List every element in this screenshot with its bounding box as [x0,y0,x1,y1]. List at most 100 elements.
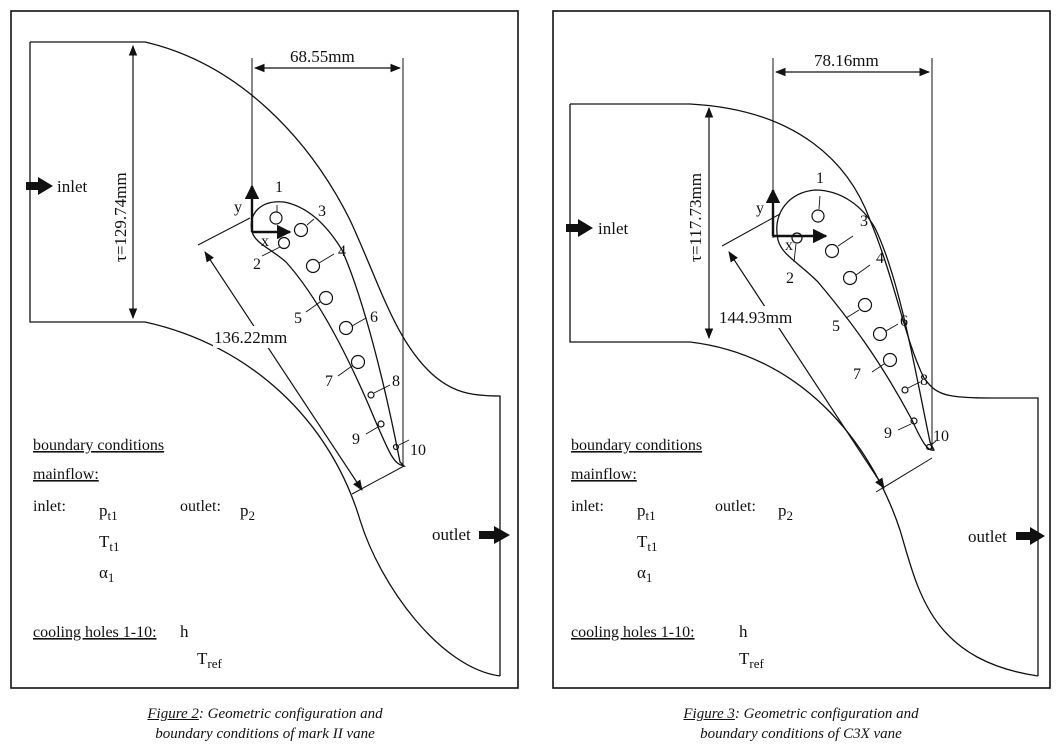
mark2-hole-label-7: 7 [325,373,333,390]
mark2-outlet-label: outlet [432,525,471,544]
mark2-chord-ext-1 [197,217,251,246]
mark2-bc-alpha1: α1 [99,563,114,585]
c3x-bc-p2: p2 [778,501,793,523]
mark2-bc-tref: Tref [197,649,222,671]
mark2-hole-label-2: 2 [253,256,261,273]
mark2-y-axis-label: y [234,199,242,216]
c3x-hole-label-5: 5 [832,318,840,335]
figure-2-frame [10,10,519,689]
mark2-bc-tt1: Tt1 [99,532,120,554]
mark2-hole-3 [293,222,309,238]
c3x-hole-1 [811,209,825,223]
c3x-bc-heading: boundary conditions [571,437,702,454]
c3x-boundary-conditions: boundary conditions mainflow: inlet: pt1… [571,437,793,671]
c3x-hole-label-6: 6 [900,313,908,330]
c3x-hole-leaders [793,195,937,446]
mark2-cooling-holes [269,211,400,451]
mark2-hole-9 [377,420,385,428]
c3x-cooling-holes [791,209,933,451]
c3x-outlet-label: outlet [968,527,1007,546]
figure-3-frame [552,10,1051,689]
mark2-hole-10 [392,443,400,451]
c3x-hole-label-10: 10 [933,428,949,445]
mark2-hole-8 [367,391,375,399]
c3x-hole-5 [857,297,873,313]
c3x-bc-tt1: Tt1 [637,532,658,554]
figure-3-caption-text: : Geometric configuration and [734,706,919,722]
mark2-chord-label: 136.22mm [214,328,287,347]
c3x-bc-h: h [739,622,748,641]
c3x-hole-label-4: 4 [876,250,884,267]
mark2-hole-labels: 1 2 3 4 5 6 7 8 9 10 [253,179,426,459]
c3x-hole-3 [824,243,840,259]
figure-2-caption-text: : Geometric configuration and [198,706,383,722]
mark2-hole-6 [338,320,354,336]
mark2-bc-heading: boundary conditions [33,437,164,454]
c3x-hole-label-8: 8 [920,372,928,389]
c3x-hole-7 [882,352,898,368]
mark2-hole-leaders [261,205,410,446]
c3x-bc-alpha1: α1 [637,563,652,585]
mark2-hole-7 [350,354,366,370]
mark2-channel-upper-wall [30,41,501,676]
c3x-hole-label-2: 2 [786,270,794,287]
mark2-bc-h: h [180,622,189,641]
mark2-bc-outlet-label: outlet: [180,498,221,515]
mark2-pitch-label: τ=129.74mm [111,172,130,262]
c3x-hole-label-3: 3 [860,213,868,230]
figure-2-caption-line2: boundary conditions of mark II vane [155,726,375,742]
c3x-chord-label: 144.93mm [719,308,792,327]
figure-3-caption: Figure 3: Geometric configuration and bo… [596,704,1006,744]
mark2-inlet-label: inlet [57,177,87,196]
c3x-inlet-arrow-icon [566,219,593,237]
mark2-hole-label-5: 5 [294,310,302,327]
mark2-boundary-conditions: boundary conditions mainflow: inlet: pt1… [33,437,255,671]
mark2-bc-inlet-label: inlet: [33,498,66,515]
c3x-pitch-label: τ=117.73mm [686,173,705,262]
mark2-axial-label: 68.55mm [290,47,355,66]
figure-3-caption-line2: boundary conditions of C3X vane [700,726,902,742]
mark2-chord-ext-2 [351,465,405,495]
mark2-hole-4 [305,258,321,274]
c3x-bc-cooling: cooling holes 1-10: [571,624,695,641]
c3x-hole-8 [901,386,909,394]
c3x-chord-ext-2 [875,457,933,493]
c3x-channel-lower-wall [569,104,1039,677]
c3x-inlet-label: inlet [598,219,628,238]
c3x-bc-tref: Tref [739,649,764,671]
mark2-hole-label-6: 6 [370,309,378,326]
mark2-hole-label-10: 10 [410,442,426,459]
c3x-chord-ext-1 [721,213,781,247]
c3x-axial-label: 78.16mm [814,51,879,70]
mark2-bc-p2: p2 [240,501,255,523]
c3x-hole-label-9: 9 [884,425,892,442]
c3x-hole-9 [910,417,918,425]
c3x-hole-labels: 1 2 3 4 5 6 7 8 9 10 [786,170,949,445]
mark2-bc-pt1: pt1 [99,501,118,523]
mark2-hole-label-8: 8 [392,373,400,390]
mark2-hole-label-1: 1 [275,179,283,196]
mark2-hole-1 [269,211,283,225]
c3x-bc-mainflow: mainflow: [571,466,637,483]
c3x-bc-outlet-label: outlet: [715,498,756,515]
figure-2-caption-number: Figure 2 [147,706,199,722]
c3x-hole-2 [791,232,803,244]
figure-2-panel: τ=129.74mm 68.55mm 136.22mm y x [10,10,519,689]
c3x-bc-inlet-label: inlet: [571,498,604,515]
figure-3-caption-number: Figure 3 [683,706,735,722]
c3x-outlet-arrow-icon [1016,527,1045,545]
c3x-hole-6 [872,326,888,342]
mark2-x-axis-label: x [261,233,269,250]
c3x-chord-dim-line [728,251,885,489]
mark2-bc-mainflow: mainflow: [33,466,99,483]
figure-3-panel: τ=117.73mm 78.16mm 144.93mm y x [552,10,1051,689]
mark2-hole-label-3: 3 [318,203,326,220]
c3x-hole-4 [842,270,858,286]
c3x-hole-label-1: 1 [816,170,824,187]
c3x-bc-pt1: pt1 [637,501,656,523]
c3x-y-axis-label: y [756,200,764,217]
mark2-inlet-arrow-icon [26,177,53,195]
c3x-hole-label-7: 7 [853,366,861,383]
mark2-hole-2 [277,236,291,250]
